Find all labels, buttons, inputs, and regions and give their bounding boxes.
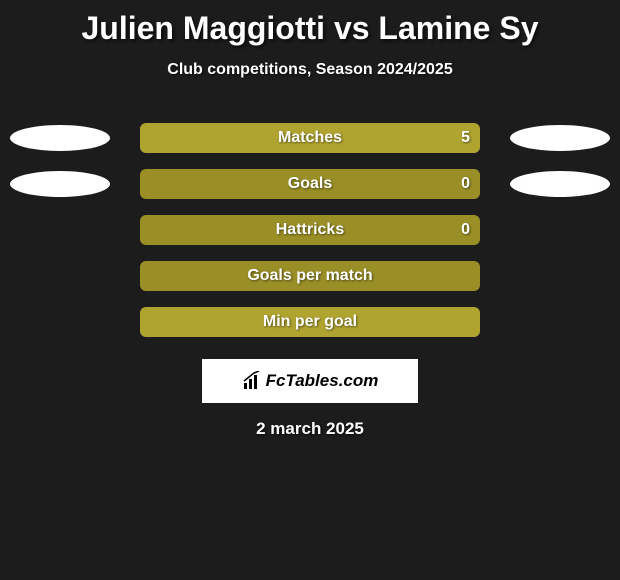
stat-value: 0 [461,221,470,239]
stat-value: 0 [461,175,470,193]
stat-bar: Hattricks 0 [140,215,480,245]
stat-bar: Goals per match [140,261,480,291]
stat-value: 5 [461,129,470,147]
ellipse-left [10,125,110,151]
stat-label: Goals per match [247,267,372,285]
ellipse-right [510,171,610,197]
ellipse-left [10,171,110,197]
stat-label: Min per goal [263,313,357,331]
stat-rows: Matches 5 Goals 0 Hattricks 0 Goals per match M… [0,115,620,345]
stat-row: Goals per match [0,253,620,299]
stat-bar: Matches 5 [140,123,480,153]
logo-box[interactable]: FcTables.com [202,359,418,403]
page-title: Julien Maggiotti vs Lamine Sy [0,0,620,47]
date-label: 2 march 2025 [0,419,620,439]
stat-label: Hattricks [276,221,344,239]
stat-bar: Min per goal [140,307,480,337]
page-subtitle: Club competitions, Season 2024/2025 [0,61,620,79]
ellipse-right [510,125,610,151]
stat-row: Hattricks 0 [0,207,620,253]
stat-label: Matches [278,129,342,147]
stat-bar: Goals 0 [140,169,480,199]
stat-row: Goals 0 [0,161,620,207]
stat-label: Goals [288,175,332,193]
logo-text: FcTables.com [266,371,379,391]
stat-row: Min per goal [0,299,620,345]
chart-icon [242,371,262,391]
stat-row: Matches 5 [0,115,620,161]
